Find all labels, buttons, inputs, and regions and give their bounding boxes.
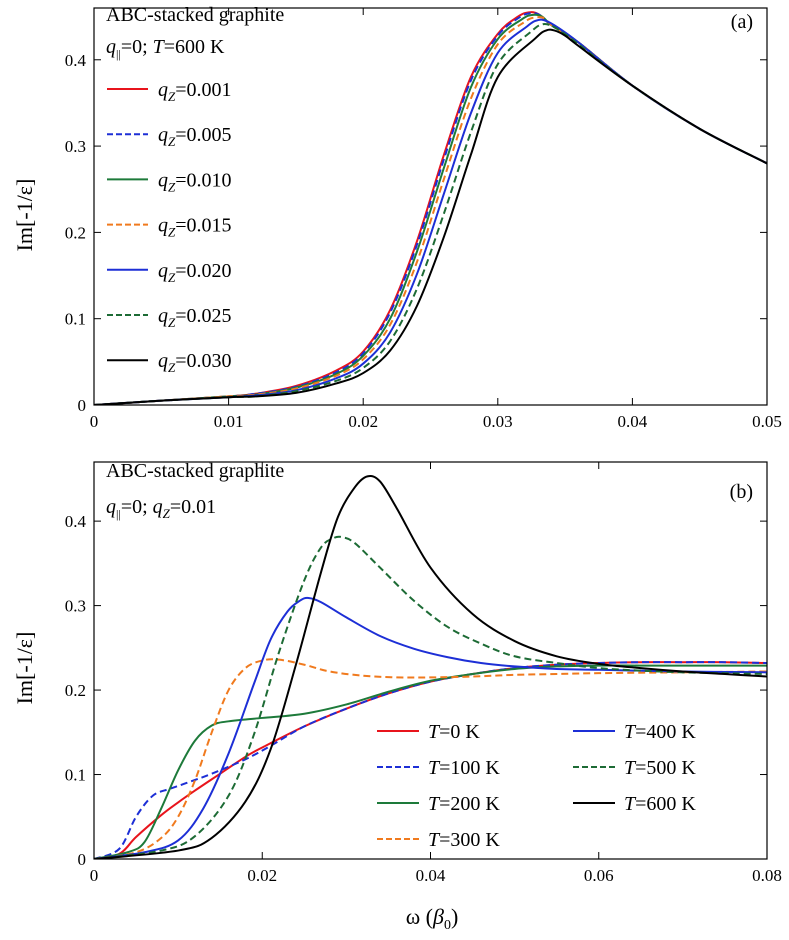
panel-b-subtitle-q: q bbox=[106, 496, 116, 518]
panel-b: ABC-stacked graphite q||=0; qZ=0.01 (b) … bbox=[12, 460, 782, 933]
panel-b-series-7-line bbox=[94, 474, 767, 859]
panel-b-ytick-label: 0.2 bbox=[65, 681, 86, 700]
panel-b-ylabel: Im[-1/ε] bbox=[12, 632, 37, 705]
panel-a-xtick-label: 0.05 bbox=[752, 412, 782, 431]
panel-a-ytick-label: 0.1 bbox=[65, 310, 86, 329]
panel-a-plot-frame bbox=[93, 7, 768, 406]
panel-a-xtick-label: 0.03 bbox=[483, 412, 513, 431]
panel-a-curves bbox=[94, 11, 767, 405]
panel-b-xlabel: ω (β0) bbox=[406, 904, 459, 933]
panel-b-subtitle-qz: q bbox=[153, 496, 163, 518]
panel-b-xlabel-omega: ω ( bbox=[406, 904, 433, 929]
panel-a-title: ABC-stacked graphite bbox=[106, 4, 284, 26]
panel-a-ytick-label: 0.4 bbox=[65, 51, 87, 70]
panel-a-ylabel: Im[-1/ε] bbox=[12, 179, 37, 252]
panel-b-curves bbox=[94, 474, 767, 859]
panel-b-legend-label-1: T=0 K bbox=[428, 721, 480, 743]
panel-a-series-6-line bbox=[94, 22, 767, 405]
panel-b-subtitle-qsub: || bbox=[116, 507, 121, 521]
panel-b-xtick-label: 0.02 bbox=[247, 866, 277, 885]
panel-b-ytick-label: 0.3 bbox=[65, 597, 86, 616]
panel-b-ytick-label: 0 bbox=[78, 850, 87, 869]
panel-b-xtick-label: 0 bbox=[90, 866, 99, 885]
panel-b-xtick-label: 0.08 bbox=[752, 866, 782, 885]
panel-a-subtitle-q: q bbox=[106, 36, 116, 58]
panel-b-legend-label-3: T=200 K bbox=[428, 793, 500, 815]
panel-b-subtitle: q||=0; qZ=0.01 bbox=[106, 496, 216, 521]
panel-a-series-7-line bbox=[94, 28, 767, 405]
panel-b-xlabel-beta: β bbox=[432, 904, 444, 929]
panel-a-legend-label-5: qZ=0.020 bbox=[158, 260, 232, 285]
panel-a: ABC-stacked graphite q||=0; T=600 K (a) … bbox=[12, 4, 782, 431]
panel-a-ytick-label: 0.2 bbox=[65, 223, 86, 242]
panel-b-legend-label-6: T=500 K bbox=[624, 757, 696, 779]
panel-b-series-5-line bbox=[94, 596, 767, 859]
panel-a-legend-label-6: qZ=0.025 bbox=[158, 305, 232, 330]
panel-b-subtitle-qval: =0; bbox=[121, 496, 153, 518]
panel-a-subtitle-Tval: =600 K bbox=[164, 36, 225, 58]
panel-b-xlabel-betasub: 0 bbox=[444, 918, 451, 933]
panel-b-series-4-line bbox=[94, 658, 767, 859]
panel-b-legend-label-5: T=400 K bbox=[624, 721, 696, 743]
panel-a-xtick-label: 0.01 bbox=[214, 412, 244, 431]
panel-b-xlabel-close: ) bbox=[451, 904, 458, 929]
panel-a-series-3-line bbox=[94, 13, 767, 405]
panel-b-title: ABC-stacked graphite bbox=[106, 460, 284, 482]
panel-a-ytick-label: 0 bbox=[78, 396, 87, 415]
panel-b-legend-label-2: T=100 K bbox=[428, 757, 500, 779]
panel-b-ytick-label: 0.4 bbox=[65, 512, 87, 531]
panel-a-ytick-label: 0.3 bbox=[65, 137, 86, 156]
panel-b-series-2-line bbox=[94, 661, 767, 859]
panel-a-legend-label-4: qZ=0.015 bbox=[158, 215, 232, 240]
panel-b-ytick-label: 0.1 bbox=[65, 766, 86, 785]
panel-a-subtitle-qval: =0; bbox=[121, 36, 153, 58]
panel-a-subtitle-qsub: || bbox=[116, 47, 121, 61]
panel-a-xtick-label: 0.04 bbox=[618, 412, 648, 431]
panel-b-subtitle-qzval: =0.01 bbox=[170, 496, 216, 518]
panel-b-series-3-line bbox=[94, 664, 767, 859]
panel-b-legend-label-4: T=300 K bbox=[428, 829, 500, 851]
panel-b-legend-label-7: T=600 K bbox=[624, 793, 696, 815]
panel-b-xtick-label: 0.04 bbox=[416, 866, 446, 885]
panel-a-xtick-label: 0 bbox=[90, 412, 99, 431]
panel-a-legend-label-7: qZ=0.030 bbox=[158, 350, 232, 375]
panel-b-subtitle-qzsub: Z bbox=[163, 506, 171, 521]
panel-a-legend-label-3: qZ=0.010 bbox=[158, 169, 232, 194]
panel-a-label: (a) bbox=[731, 11, 753, 33]
panel-a-xtick-label: 0.02 bbox=[348, 412, 378, 431]
panel-b-label: (b) bbox=[730, 481, 753, 503]
panel-a-subtitle: q||=0; T=600 K bbox=[106, 36, 225, 61]
panel-b-series-6-line bbox=[94, 535, 767, 859]
panel-a-legend-label-1: qZ=0.001 bbox=[158, 79, 232, 104]
panel-a-legend-label-2: qZ=0.005 bbox=[158, 124, 232, 149]
panel-b-xtick-label: 0.06 bbox=[584, 866, 614, 885]
panel-a-subtitle-T: T bbox=[153, 36, 166, 58]
